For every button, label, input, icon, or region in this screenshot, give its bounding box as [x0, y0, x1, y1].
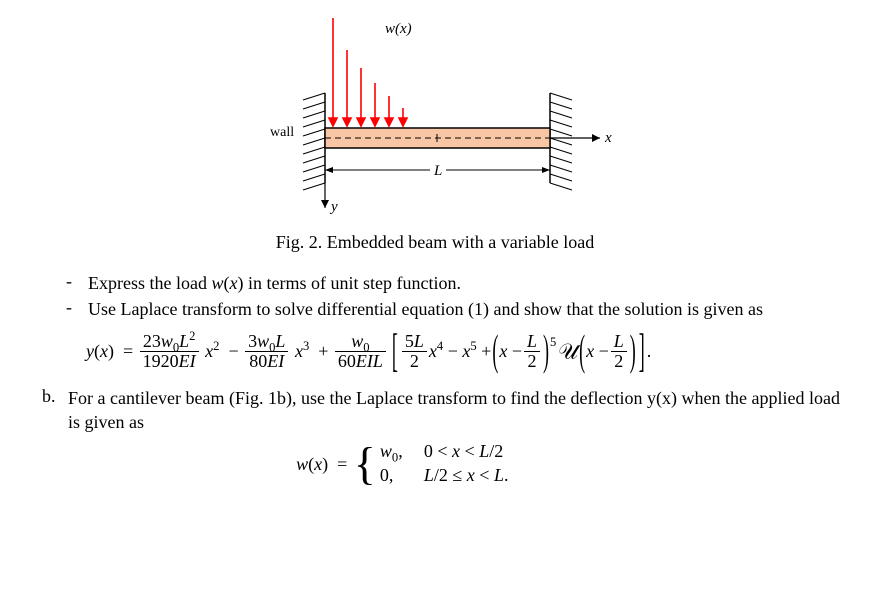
length-label: L: [433, 163, 442, 179]
x-label: x: [604, 130, 612, 146]
bullet-2: - Use Laplace transform to solve differe…: [66, 297, 840, 321]
y-axis: y: [321, 183, 338, 215]
bullet-1: - Express the load w(x) in terms of unit…: [66, 271, 840, 295]
length-dim: L: [325, 160, 550, 179]
beam-svg: x y L wall: [255, 8, 615, 218]
part-b: b. For a cantilever beam (Fig. 1b), use …: [42, 386, 840, 435]
bullet-dash-icon: -: [66, 271, 88, 292]
part-b-label: b.: [42, 386, 68, 407]
figure-caption: Fig. 2. Embedded beam with a variable lo…: [30, 232, 840, 253]
left-wall: [302, 93, 325, 190]
bullet-2-text: Use Laplace transform to solve different…: [88, 297, 840, 321]
wall-label: wall: [270, 125, 294, 140]
main-equation: y(x) = 23w0L2 1920EI x2 − 3w0L 80EI x3 +…: [86, 332, 840, 373]
piecewise-equation: w(x) = { w0, 0 < x < L/2 0, L/2 ≤ x < L.: [30, 441, 840, 489]
load-label: w(x): [385, 21, 412, 37]
part-b-text: For a cantilever beam (Fig. 1b), use the…: [68, 386, 840, 435]
beam-figure: x y L wall: [30, 8, 840, 218]
y-label: y: [329, 199, 338, 215]
right-wall: [550, 93, 572, 190]
bullet-dash-icon: -: [66, 297, 88, 318]
